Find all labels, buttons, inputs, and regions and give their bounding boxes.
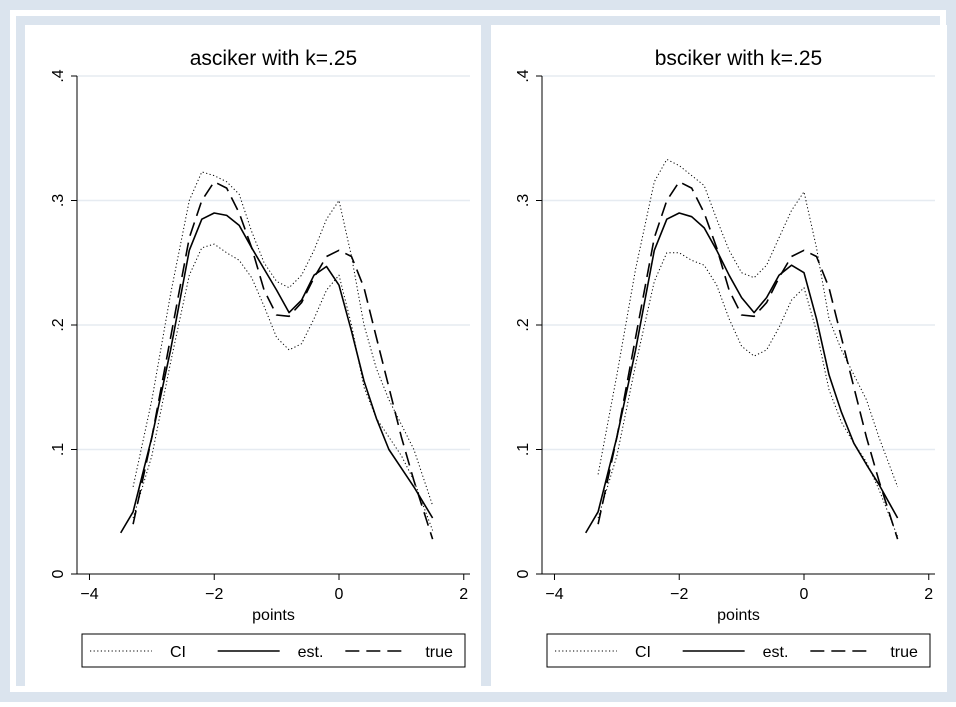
legend: CI est. true — [546, 633, 931, 668]
y-tick-label: 0 — [515, 569, 532, 578]
series-line-est-3 — [585, 212, 899, 534]
y-tick-label: .3 — [515, 194, 532, 207]
y-tick-label: 0 — [50, 569, 67, 578]
legend: CI est. true — [81, 633, 466, 668]
x-tick-label: 2 — [459, 586, 468, 603]
y-tick-label: .2 — [50, 318, 67, 331]
legend-label: true — [425, 644, 453, 661]
chart-panel-2: bsciker with k=.25 0 .1 .2 .3 .4 −4 −2 0 2 points C… — [491, 25, 947, 692]
chart-title: bsciker with k=.25 — [655, 47, 823, 70]
x-tick-label: 2 — [924, 586, 933, 603]
y-tick-label: .4 — [50, 69, 67, 82]
x-axis-label: points — [717, 607, 760, 624]
x-tick-label: 0 — [800, 586, 809, 603]
y-tick-label: .3 — [50, 194, 67, 207]
x-tick-label: 0 — [335, 586, 344, 603]
legend-label: est. — [298, 644, 324, 661]
x-tick-label: −4 — [80, 586, 98, 603]
y-tick-label: .4 — [515, 69, 532, 82]
legend-label: true — [890, 644, 918, 661]
x-tick-label: −2 — [205, 586, 223, 603]
series-line-CI-2 — [597, 252, 899, 537]
x-tick-label: −4 — [545, 586, 563, 603]
y-tick-label: .1 — [515, 443, 532, 456]
x-axis-label: points — [252, 607, 295, 624]
x-tick-label: −2 — [670, 586, 688, 603]
series-line-true-4 — [597, 181, 899, 540]
legend-label: CI — [635, 644, 651, 661]
chart-panel-1: asciker with k=.25 0 .1 .2 .3 .4 −4 −2 0 2 points C… — [25, 25, 481, 692]
legend-label: est. — [763, 644, 789, 661]
panel-background — [491, 25, 947, 692]
series-line-est-3 — [120, 212, 434, 534]
legend-label: CI — [170, 644, 186, 661]
y-tick-label: .2 — [515, 318, 532, 331]
y-tick-label: .1 — [50, 443, 67, 456]
series-line-true-4 — [132, 181, 434, 540]
chart-title: asciker with k=.25 — [190, 47, 358, 70]
panel-background — [25, 25, 481, 692]
